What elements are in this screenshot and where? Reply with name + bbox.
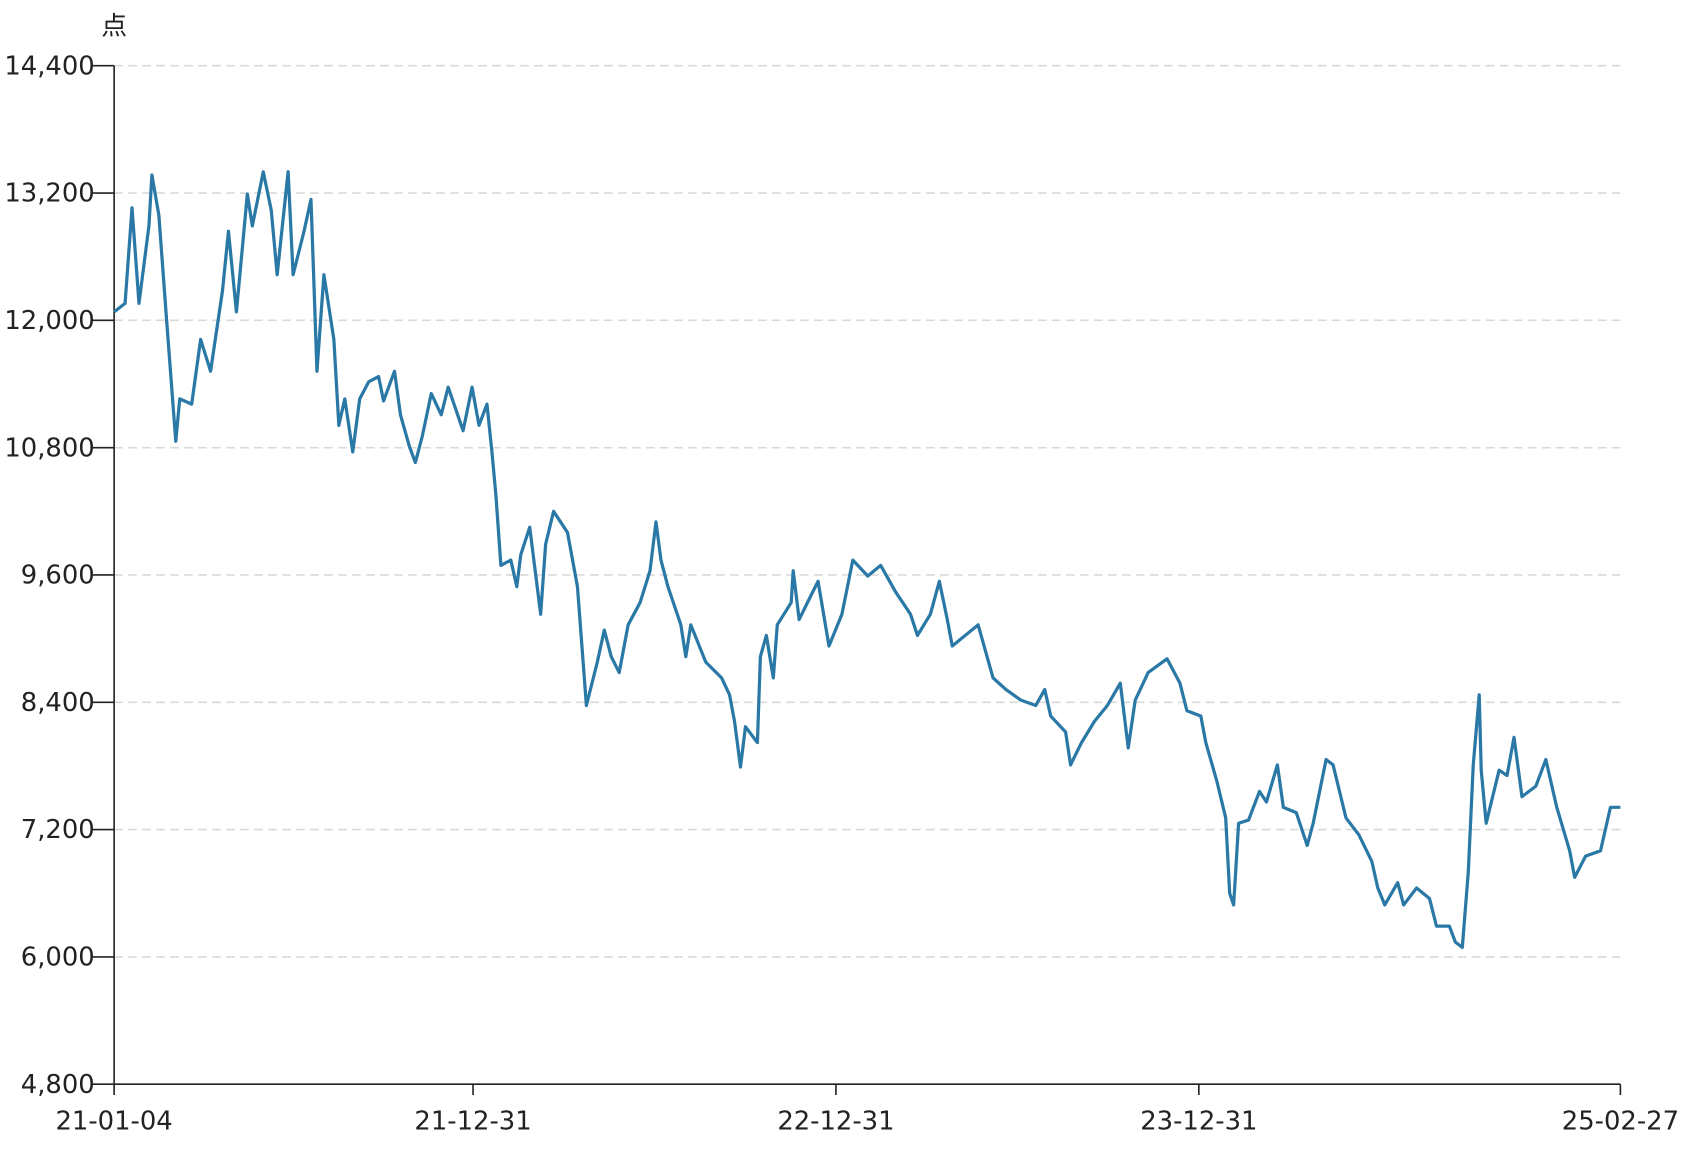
y-axis-label: 点 <box>101 11 127 41</box>
y-tick-label: 13,200 <box>4 179 94 209</box>
y-tick-label: 7,200 <box>21 815 95 845</box>
line-series <box>113 170 1621 949</box>
x-tick-label: 22-12-31 <box>777 1106 894 1136</box>
y-tick-label: 8,400 <box>21 688 95 718</box>
y-tick-label: 9,600 <box>21 561 95 591</box>
x-tick-label: 25-02-27 <box>1562 1106 1679 1136</box>
x-tick-label: 23-12-31 <box>1140 1106 1257 1136</box>
y-tick-label: 14,400 <box>4 51 94 81</box>
x-tick-label: 21-12-31 <box>414 1106 531 1136</box>
y-tick-label: 10,800 <box>4 433 94 463</box>
x-tick-label: 21-01-04 <box>56 1106 173 1136</box>
y-tick-label: 6,000 <box>21 943 95 973</box>
y-tick-label: 4,800 <box>21 1070 95 1100</box>
y-tick-label: 12,000 <box>4 306 94 336</box>
